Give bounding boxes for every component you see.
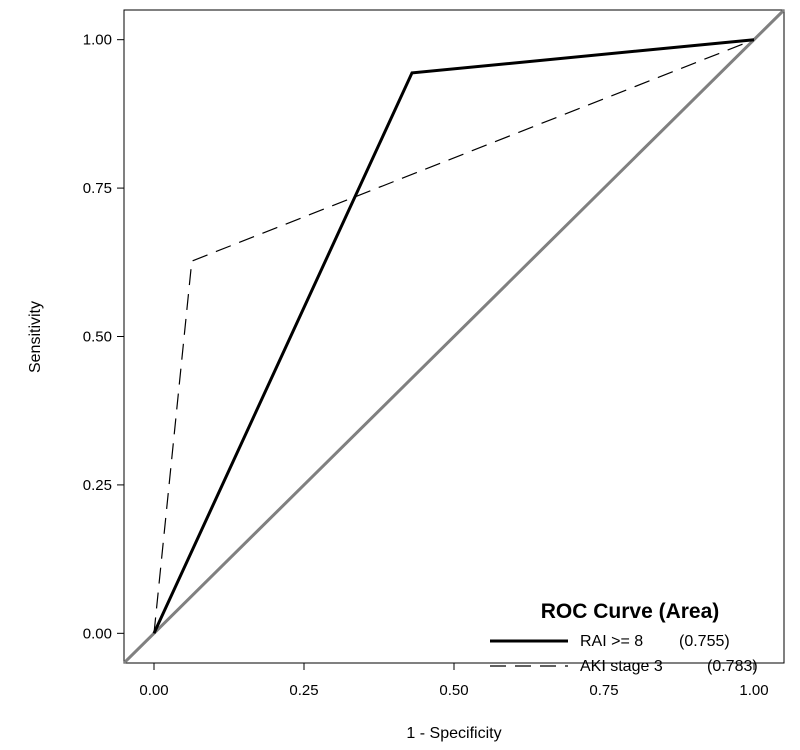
y-tick-label: 1.00 — [83, 32, 112, 49]
legend-entry-rai-name: RAI >= 8 — [580, 633, 643, 650]
y-tick-label: 0.00 — [83, 625, 112, 642]
legend-title: ROC Curve (Area) — [541, 600, 720, 623]
series-layer — [152, 38, 755, 634]
x-axis: 0.00 0.25 0.50 0.75 1.00 — [139, 663, 769, 699]
x-tick-label: 0.25 — [289, 682, 318, 699]
legend-entry-aki-name: AKI stage 3 — [580, 658, 663, 675]
legend: ROC Curve (Area) RAI >= 8 (0.755) AKI st… — [490, 600, 758, 675]
series-line-aki — [153, 39, 755, 634]
x-tick-label: 0.75 — [589, 682, 618, 699]
legend-entry-rai-area: (0.755) — [679, 633, 730, 650]
legend-entry-aki-area: (0.783) — [707, 658, 758, 675]
reference-diagonal-line — [122, 8, 786, 665]
x-tick-label: 1.00 — [739, 682, 768, 699]
y-tick-label: 0.50 — [83, 329, 112, 346]
x-tick-label: 0.00 — [139, 682, 168, 699]
x-tick-label: 0.50 — [439, 682, 468, 699]
y-axis-label: Sensitivity — [27, 301, 44, 373]
x-axis-label: 1 - Specificity — [406, 725, 501, 742]
y-axis: 0.00 0.25 0.50 0.75 1.00 — [83, 32, 124, 642]
reference-layer — [122, 8, 786, 665]
y-tick-label: 0.75 — [83, 180, 112, 197]
series-line-rai — [152, 38, 755, 634]
y-tick-label: 0.25 — [83, 477, 112, 494]
